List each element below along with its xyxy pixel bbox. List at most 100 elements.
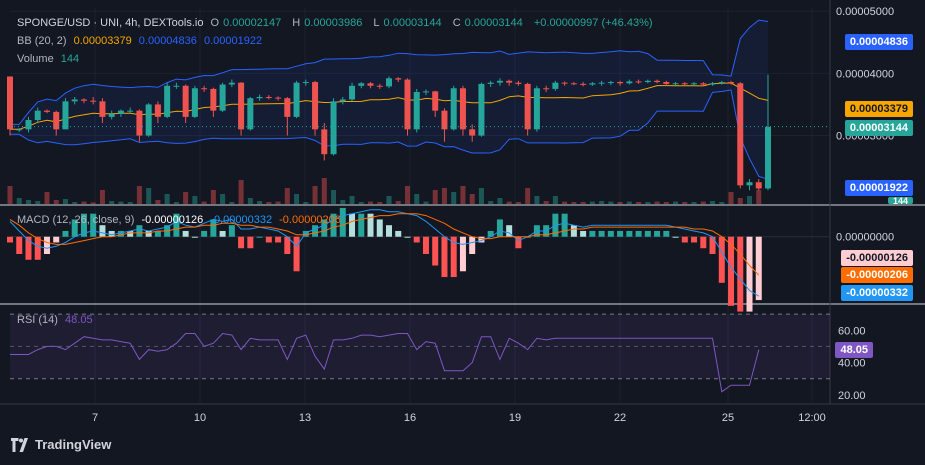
candle-body-72 (672, 83, 679, 85)
candle-body-46 (432, 91, 439, 111)
macd-hist-bar-81 (755, 236, 762, 301)
candle-body-30 (284, 98, 291, 117)
volume-bar-66 (617, 202, 623, 204)
volume-bar-48 (451, 192, 457, 204)
rsi-legend[interactable]: RSI (14) 48.05 (17, 314, 97, 326)
candle-body-77 (718, 82, 725, 84)
candle-body-5 (53, 111, 60, 130)
volume-bar-71 (663, 202, 669, 204)
volume-bar-68 (636, 202, 642, 204)
macd-hist-bar-26 (247, 236, 254, 249)
volume-bar-69 (645, 202, 651, 204)
volume-bar-60 (562, 201, 568, 204)
volume-bar-73 (682, 202, 688, 204)
tradingview-logo-icon (11, 437, 28, 452)
symbol-title[interactable]: SPONGE/USD · UNI, 4h, DEXTools.io (17, 17, 204, 29)
ohlc-close: C 0.00003144 (452, 17, 523, 29)
macd-hist-bar-30 (284, 236, 291, 254)
volume-bar-8 (81, 201, 87, 204)
candle-body-25 (238, 82, 245, 130)
rsi-tick-0: 60.00 (838, 325, 866, 337)
volume-bar-18 (173, 202, 179, 204)
candle-body-60 (561, 82, 568, 84)
macd-hist-bar-72 (672, 236, 679, 238)
macd-label: MACD (12, 26, close, 9) (17, 214, 135, 226)
volume-bar-47 (441, 188, 447, 204)
candle-body-42 (395, 78, 402, 80)
volume-bar-50 (469, 194, 475, 204)
candle-body-40 (376, 85, 383, 87)
macd-hist-bar-6 (62, 230, 69, 237)
time-tick-6: 25 (722, 412, 734, 424)
candle-body-66 (617, 82, 624, 84)
macd-hist-bar-41 (386, 225, 392, 237)
rsi-tick-1: 40.00 (838, 358, 866, 370)
volume-bar-81 (756, 190, 762, 204)
candle-body-19 (182, 85, 189, 117)
volume-bar-1 (16, 198, 22, 204)
volume-bar-70 (654, 201, 660, 204)
bb-legend[interactable]: BB (20, 2) 0.00003379 0.00004836 0.00001… (17, 35, 266, 47)
macd-hist-bar-19 (182, 230, 189, 237)
candle-body-51 (478, 83, 485, 136)
volume-bar-22 (210, 190, 216, 204)
candle-body-31 (293, 82, 300, 117)
volume-bar-39 (368, 201, 374, 204)
macd-hist-bar-7 (71, 219, 78, 237)
volume-label: Volume (17, 53, 54, 65)
volume-bar-14 (136, 186, 142, 204)
volume-bar-43 (404, 186, 410, 204)
candle-body-80 (746, 182, 753, 186)
volume-bar-29 (275, 201, 281, 204)
candle-body-14 (136, 110, 143, 136)
volume-bar-44 (414, 194, 420, 204)
volume-bar-19 (183, 192, 189, 204)
candle-body-62 (580, 83, 587, 85)
candle-body-7 (71, 99, 78, 102)
macd-hist-bar-70 (654, 230, 661, 237)
candle-body-1 (16, 129, 23, 131)
time-tick-0: 7 (92, 412, 98, 424)
candle-body-12 (117, 110, 124, 114)
time-tick-5: 22 (614, 412, 626, 424)
macd-hist-bar-53 (496, 219, 503, 237)
candle-body-21 (201, 88, 208, 90)
volume-bar-65 (608, 201, 614, 204)
price-tick-1: 0.00004000 (836, 68, 894, 80)
macd-hist-bar-2 (25, 236, 32, 260)
macd-hist-bar-5 (53, 236, 60, 243)
candle-body-63 (589, 83, 596, 85)
macd-hist-bar-66 (617, 230, 624, 237)
macd-hist-bar-0 (7, 236, 13, 243)
candle-body-47 (441, 110, 448, 130)
macd-hist-bar-25 (238, 236, 245, 249)
candle-body-76 (709, 83, 716, 85)
candle-body-71 (663, 82, 670, 84)
macd-hist-bar-35 (330, 213, 337, 237)
time-tick-1: 10 (194, 412, 206, 424)
candle-body-49 (459, 88, 466, 130)
volume-bar-59 (552, 196, 558, 204)
macd-legend[interactable]: MACD (12, 26, close, 9) -0.00000126 -0.0… (17, 214, 345, 226)
macd-hist-bar-71 (663, 230, 670, 237)
volume-bar-75 (700, 201, 706, 204)
candle-body-79 (737, 83, 744, 186)
volume-bar-54 (506, 201, 512, 204)
candle-body-45 (422, 91, 429, 93)
candle-body-23 (219, 84, 226, 111)
volume-bar-17 (164, 194, 170, 204)
rsi-tick-2: 20.00 (838, 390, 866, 402)
candle-body-3 (34, 110, 41, 120)
macd-hist-bar-39 (367, 213, 374, 237)
candle-body-55 (515, 82, 522, 84)
candle-body-32 (302, 82, 309, 84)
tradingview-brand[interactable]: TradingView (10, 437, 111, 452)
candle-body-37 (349, 85, 356, 100)
volume-bar-76 (710, 201, 716, 204)
volume-bar-24 (229, 202, 235, 204)
volume-legend[interactable]: Volume 144 (17, 53, 83, 65)
rsi-line (10, 332, 760, 393)
macd-hist-bar-42 (395, 230, 402, 237)
volume-bar-79 (737, 198, 743, 204)
